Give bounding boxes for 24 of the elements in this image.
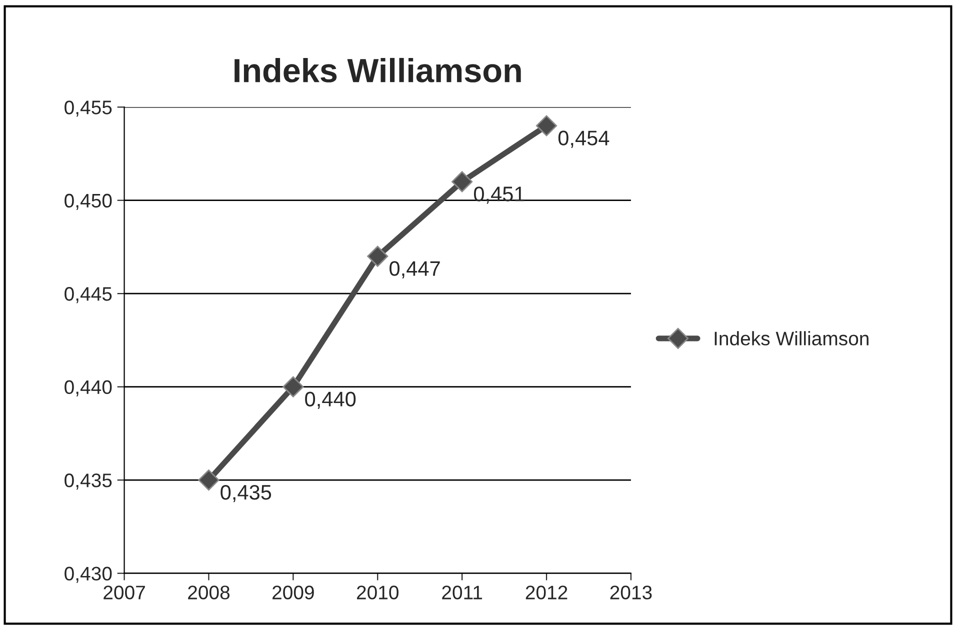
x-tick-label: 2007 — [104, 586, 145, 600]
y-tick-label: 0,435 — [64, 474, 112, 490]
point — [452, 171, 473, 192]
x-tick-label: 2012 — [526, 586, 568, 600]
point — [282, 376, 304, 398]
y-tick-label: 0,450 — [64, 194, 112, 210]
point — [367, 246, 388, 267]
x-tick-label: 2010 — [356, 586, 398, 600]
point — [198, 470, 220, 491]
x-tick-label: 2011 — [442, 586, 482, 600]
y-tick-label: 0,455 — [64, 100, 112, 117]
x-tick-label: 2009 — [272, 586, 314, 600]
data-label: 0,440 — [305, 392, 356, 409]
legend-label: Indeks Williamson — [714, 331, 868, 346]
x-tick-label: 2008 — [188, 586, 230, 600]
x-tick-label: 2013 — [610, 586, 652, 600]
data-label: 0,454 — [558, 130, 610, 148]
y-tick-label: 0,445 — [64, 287, 112, 304]
data-label: 0,447 — [390, 261, 440, 278]
y-tick-label: 0,430 — [64, 566, 112, 583]
point — [536, 115, 558, 136]
y-tick-label: 0,440 — [64, 380, 112, 396]
data-label: 0,435 — [220, 484, 272, 502]
chart-title: Indeks Williamson — [234, 58, 521, 82]
